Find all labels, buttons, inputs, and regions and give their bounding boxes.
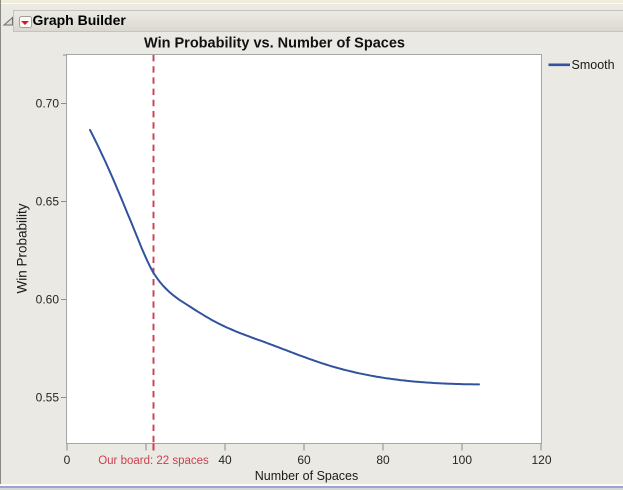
svg-text:80: 80 (376, 453, 390, 467)
svg-text:Our board: 22 spaces: Our board: 22 spaces (98, 455, 209, 467)
svg-text:0.70: 0.70 (36, 97, 60, 111)
svg-text:40: 40 (218, 453, 232, 467)
svg-text:0.65: 0.65 (36, 195, 60, 209)
svg-text:100: 100 (452, 453, 472, 467)
svg-text:60: 60 (297, 453, 311, 467)
svg-text:Win Probability vs. Number of: Win Probability vs. Number of Spaces (144, 36, 405, 52)
svg-text:0: 0 (64, 453, 71, 467)
svg-text:Number of Spaces: Number of Spaces (255, 469, 359, 483)
svg-text:0.55: 0.55 (36, 391, 60, 405)
svg-text:Smooth: Smooth (572, 58, 615, 72)
svg-text:0.60: 0.60 (36, 293, 60, 307)
svg-text:Win Probability: Win Probability (15, 203, 30, 293)
svg-text:120: 120 (531, 453, 551, 467)
